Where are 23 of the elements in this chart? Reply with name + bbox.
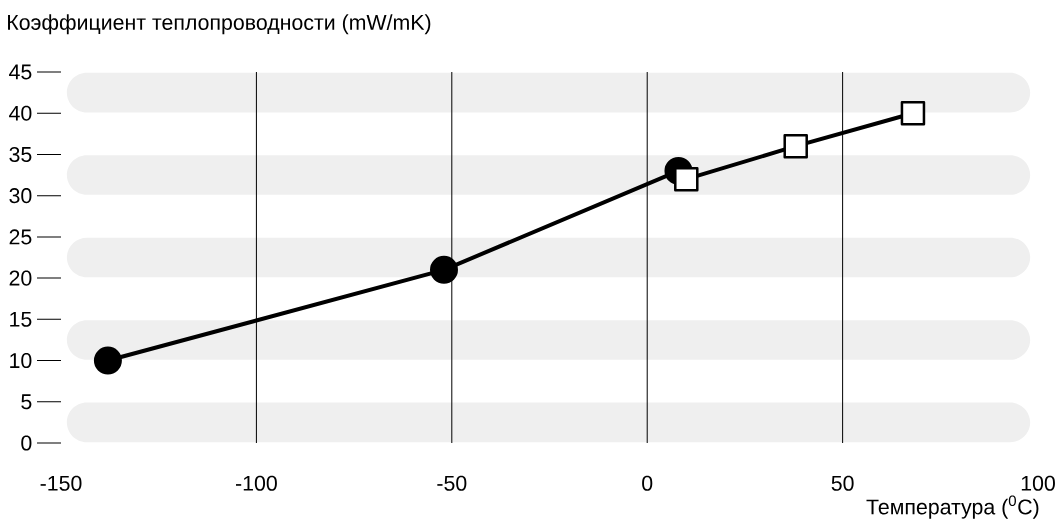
y-axis-title: Коэффициент теплопроводности (mW/mK): [8, 14, 431, 35]
x-tick-label: 0: [642, 475, 653, 491]
y-tick-label: 25: [9, 229, 32, 245]
x-tick-label: -100: [236, 475, 277, 491]
y-tick-label: 20: [9, 270, 32, 286]
x-tick-label: 50: [831, 475, 854, 491]
y-tick-label: 0: [21, 435, 32, 451]
y-tick-label: 35: [9, 146, 32, 162]
x-tick-label: -50: [437, 475, 467, 491]
y-tick-label: 40: [9, 105, 32, 121]
x-tick-label: 100: [1021, 475, 1055, 491]
x-tick-label: -150: [40, 475, 82, 491]
y-tick-label: 5: [21, 394, 32, 410]
point: [93, 346, 122, 375]
point: [900, 100, 926, 126]
point: [783, 133, 808, 159]
y-tick-label: 30: [9, 188, 32, 204]
y-tick-label: 15: [10, 311, 32, 327]
y-tick-label: 10: [10, 353, 32, 369]
point: [429, 255, 458, 284]
x-axis-title: Температура ($^{0}$C): [866, 495, 1039, 519]
point: [674, 166, 699, 192]
y-tick-label: 45: [9, 64, 32, 80]
